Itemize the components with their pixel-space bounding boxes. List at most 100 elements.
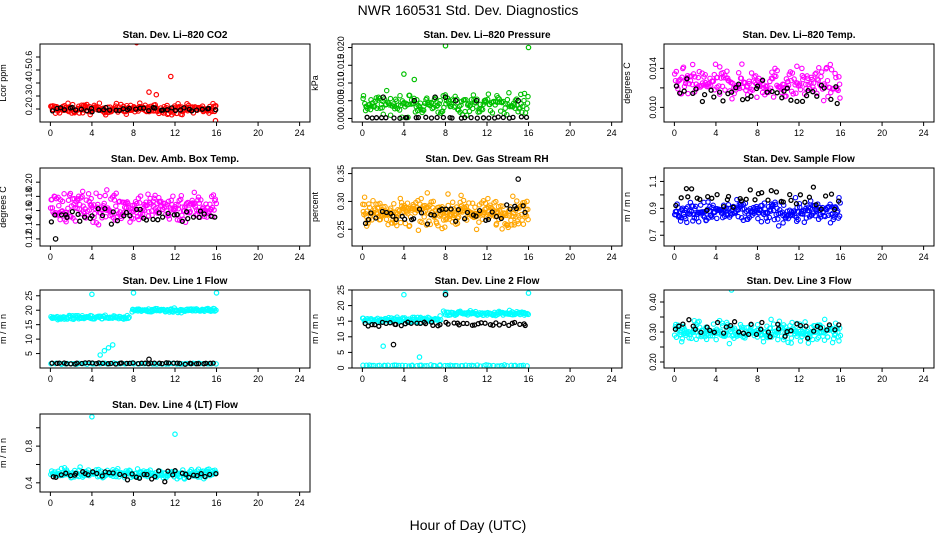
data-point — [178, 192, 185, 199]
data-point — [803, 323, 809, 329]
data-point — [77, 464, 83, 470]
data-point — [365, 216, 372, 223]
data-point — [146, 356, 152, 363]
panel-title: Stan. Dev. Line 2 Flow — [435, 276, 540, 287]
data-point — [391, 201, 397, 207]
data-point — [364, 114, 370, 120]
data-point — [213, 307, 219, 313]
data-point — [137, 100, 143, 106]
data-point — [802, 199, 808, 205]
data-point — [738, 324, 745, 330]
data-point — [109, 212, 115, 218]
data-point — [499, 99, 505, 106]
data-point — [784, 85, 790, 91]
data-point — [174, 217, 181, 223]
panel-title: Stan. Dev. Li–820 CO2 — [123, 30, 228, 41]
data-point — [764, 89, 770, 95]
y-tick-label: 25 — [24, 291, 34, 301]
y-tick-label: 0.9 — [648, 202, 658, 215]
data-point — [479, 106, 486, 113]
x-tick-label: 8 — [131, 128, 136, 138]
data-point — [518, 114, 525, 120]
data-point — [416, 206, 423, 212]
series-means — [50, 468, 219, 485]
data-point — [470, 212, 477, 218]
data-point — [176, 217, 183, 224]
data-point — [525, 93, 531, 100]
data-point — [102, 360, 108, 367]
data-point — [836, 74, 842, 80]
data-point — [126, 314, 132, 320]
data-point — [716, 91, 723, 97]
data-point — [130, 290, 137, 296]
panel-1: Stan. Dev. Li–820 CO2 Lcor ppm 0 4 8 12 16 20 24… — [0, 30, 311, 138]
data-point — [768, 187, 774, 194]
y-axis-label: kPa — [310, 75, 320, 91]
data-point — [756, 209, 762, 216]
x-tick-label: 16 — [524, 374, 534, 384]
x-tick-label: 16 — [212, 374, 222, 384]
data-point — [724, 68, 730, 74]
data-point — [387, 320, 393, 326]
data-point — [146, 209, 152, 215]
data-point — [474, 115, 480, 121]
data-point — [773, 73, 779, 80]
data-point — [445, 202, 451, 209]
data-point — [210, 192, 217, 198]
data-point — [773, 189, 780, 195]
data-point — [449, 199, 456, 206]
data-point — [97, 193, 103, 200]
panel-title: Stan. Dev. Li–820 Pressure — [423, 30, 551, 41]
data-point — [366, 201, 372, 207]
data-point — [183, 209, 190, 215]
data-point — [805, 87, 811, 94]
data-point — [788, 328, 794, 334]
data-point — [673, 83, 680, 89]
panel-title: Stan. Dev. Li–820 Temp. — [742, 30, 855, 41]
data-point — [739, 96, 746, 103]
data-point — [738, 198, 744, 204]
data-point — [104, 187, 110, 193]
x-tick-label: 4 — [89, 128, 94, 138]
series-samples — [671, 194, 843, 229]
data-point — [377, 216, 384, 223]
data-point — [413, 114, 419, 121]
data-point — [186, 474, 192, 480]
y-tick-label: 0.020 — [336, 36, 346, 59]
plot-frame — [39, 289, 311, 369]
x-tick-label: 4 — [401, 128, 406, 138]
data-point — [748, 93, 754, 99]
data-point — [510, 114, 516, 121]
data-point — [401, 291, 407, 298]
data-point — [89, 414, 95, 420]
data-point — [437, 317, 444, 323]
data-point — [805, 340, 812, 346]
data-point — [714, 319, 721, 326]
data-point — [520, 203, 526, 209]
data-point — [163, 360, 170, 366]
panel-10: Stan. Dev. Line 4 (LT) Flow m / m n 0 4 8 12 1… — [0, 400, 311, 508]
data-point — [789, 319, 795, 326]
data-point — [182, 219, 189, 226]
data-point — [49, 360, 55, 366]
data-point — [722, 72, 728, 79]
x-tick-label: 20 — [253, 128, 263, 138]
data-point — [678, 195, 684, 201]
data-point — [735, 213, 741, 220]
data-point — [692, 203, 699, 210]
x-tick-label: 24 — [919, 128, 929, 138]
data-point — [513, 205, 519, 212]
data-point — [714, 191, 720, 198]
data-point — [825, 212, 832, 219]
data-point — [525, 311, 532, 318]
plot-frame — [351, 43, 623, 123]
data-point — [434, 114, 440, 121]
data-point — [89, 109, 95, 115]
data-point — [707, 327, 713, 334]
data-point — [380, 343, 387, 350]
data-point — [825, 93, 831, 100]
data-point — [677, 90, 683, 96]
x-tick-label: 8 — [131, 374, 136, 384]
data-point — [692, 326, 698, 332]
data-point — [799, 65, 805, 72]
